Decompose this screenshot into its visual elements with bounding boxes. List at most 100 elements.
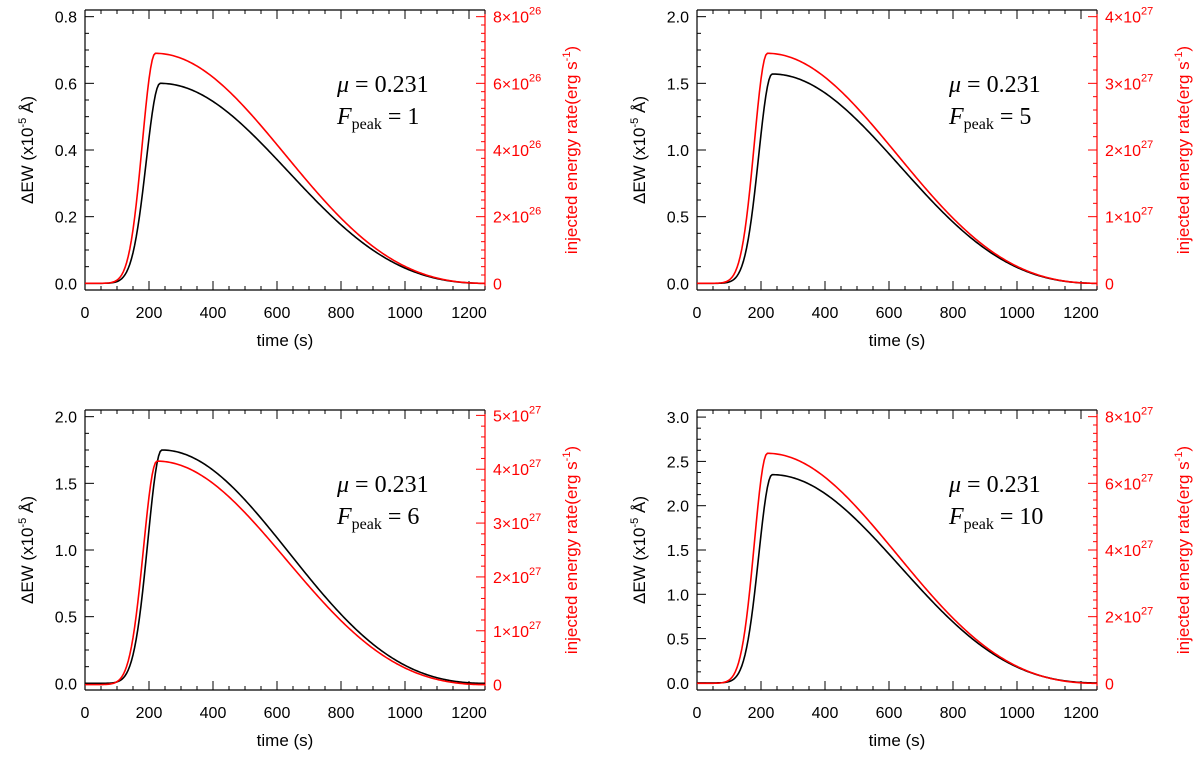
- y2-tick-label: 6×1026: [493, 72, 541, 93]
- y2-tick-label: 0: [493, 678, 502, 695]
- x-tick-label: 400: [812, 305, 839, 322]
- y2-tick-label: 3×1027: [1105, 72, 1153, 93]
- chart-panel-top-right: 0 200 400 600 800 1000 1200 0.0 0.5 1.0 1.5 2.0 0 1×1…: [629, 6, 1193, 350]
- x-tick-label: 400: [200, 305, 227, 322]
- x-tick-label: 1200: [451, 305, 487, 322]
- y2-tick-label: 0: [1105, 276, 1114, 293]
- y2-tick-label: 4×1027: [1105, 539, 1153, 560]
- y-tick-label: 1.5: [667, 543, 689, 560]
- delta-ew-series-line: [697, 73, 1097, 285]
- y-tick-label: 1.0: [55, 543, 77, 560]
- x-tick-label: 800: [940, 705, 967, 722]
- y2-tick-label: 4×1027: [493, 458, 541, 479]
- x-tick-label: 0: [81, 705, 90, 722]
- chart-panel-bottom-right: 0 200 400 600 800 1000 1200 0.0 0.5 1.0 1.5 2.0 2.5 3…: [629, 406, 1193, 750]
- y2-tick-label: 1×1027: [493, 620, 541, 641]
- x-tick-label: 600: [264, 705, 291, 722]
- y2-tick-label: 6×1027: [1105, 472, 1153, 493]
- y2-tick-label: 8×1026: [493, 6, 541, 27]
- x-tick-label: 600: [876, 705, 903, 722]
- y-tick-label: 0.0: [55, 276, 77, 293]
- x-tick-label: 1000: [387, 305, 423, 322]
- x-tick-label: 200: [136, 705, 163, 722]
- y-tick-label: 0.5: [667, 632, 689, 649]
- y-tick-label: 1.0: [667, 587, 689, 604]
- x-tick-label: 1200: [1063, 705, 1099, 722]
- y2-tick-label: 1×1027: [1105, 206, 1153, 227]
- x-tick-label: 800: [328, 305, 355, 322]
- delta-ew-series-line: [85, 82, 485, 285]
- x-tick-label: 600: [876, 305, 903, 322]
- y-tick-label: 0.5: [667, 210, 689, 227]
- y2-tick-label: 2×1026: [493, 206, 541, 227]
- y-tick-label: 2.5: [667, 454, 689, 471]
- x-tick-label: 800: [940, 305, 967, 322]
- y2-axis-label: injected energy rate(erg s-1): [1173, 446, 1193, 654]
- x-tick-label: 1200: [1063, 305, 1099, 322]
- x-tick-label: 1200: [451, 705, 487, 722]
- x-tick-label: 200: [748, 705, 775, 722]
- y-tick-label: 0.0: [55, 676, 77, 693]
- y-tick-label: 3.0: [667, 410, 689, 427]
- x-axis-label: time (s): [257, 731, 314, 750]
- x-tick-label: 400: [200, 705, 227, 722]
- y-tick-label: 0.4: [55, 143, 77, 160]
- y2-tick-label: 5×1027: [493, 404, 541, 425]
- x-tick-label: 0: [81, 305, 90, 322]
- y2-axis-label: injected energy rate(erg s-1): [1173, 46, 1193, 254]
- delta-ew-series-line: [85, 449, 485, 685]
- y2-tick-label: 8×1027: [1105, 406, 1153, 427]
- x-tick-label: 200: [748, 305, 775, 322]
- x-axis-label: time (s): [869, 331, 926, 350]
- y-axis-label: ΔEW (x10-5 Å): [629, 496, 649, 604]
- y-tick-label: 2.0: [667, 10, 689, 27]
- y2-axis-label: injected energy rate(erg s-1): [561, 446, 581, 654]
- chart-panel-top-left: 0 200 400 600 800 1000 1200 0.0 0.2 0.4 0.6 0.8 0 2×1…: [17, 6, 581, 350]
- x-tick-label: 200: [136, 305, 163, 322]
- energy-rate-series-line: [697, 452, 1097, 685]
- annotation-fpeak: Fpeak = 1: [336, 104, 419, 133]
- annotation-mu: μ = 0.231: [336, 472, 429, 498]
- y2-tick-label: 2×1027: [1105, 606, 1153, 627]
- y2-tick-label: 0: [493, 276, 502, 293]
- y-tick-label: 0.5: [55, 610, 77, 627]
- annotation-mu: μ = 0.231: [948, 472, 1041, 498]
- y2-axis-label: injected energy rate(erg s-1): [561, 46, 581, 254]
- y2-tick-label: 4×1027: [1105, 6, 1153, 27]
- annotation-fpeak: Fpeak = 6: [336, 504, 419, 533]
- x-tick-label: 1000: [999, 705, 1035, 722]
- x-axis-label: time (s): [257, 331, 314, 350]
- y2-tick-label: 4×1026: [493, 139, 541, 160]
- y-tick-label: 2.0: [667, 499, 689, 516]
- annotation-mu: μ = 0.231: [336, 72, 429, 98]
- y-tick-label: 0.2: [55, 210, 77, 227]
- annotation-fpeak: Fpeak = 5: [948, 104, 1031, 133]
- chart-panel-bottom-left: 0 200 400 600 800 1000 1200 0.0 0.5 1.0 1.5 2.0 0 1×1…: [17, 404, 581, 750]
- y-tick-label: 0.6: [55, 76, 77, 93]
- y-tick-label: 1.5: [55, 476, 77, 493]
- energy-rate-series-line: [697, 52, 1097, 285]
- y-tick-label: 2.0: [55, 410, 77, 427]
- y2-tick-label: 0: [1105, 676, 1114, 693]
- y-tick-label: 0.0: [667, 276, 689, 293]
- x-tick-label: 600: [264, 305, 291, 322]
- y-tick-label: 0.8: [55, 10, 77, 27]
- x-tick-label: 400: [812, 705, 839, 722]
- x-tick-label: 1000: [387, 705, 423, 722]
- y-tick-label: 1.5: [667, 76, 689, 93]
- x-tick-label: 1000: [999, 305, 1035, 322]
- x-tick-label: 0: [693, 305, 702, 322]
- y2-tick-label: 3×1027: [493, 512, 541, 533]
- annotation-mu: μ = 0.231: [948, 72, 1041, 98]
- y2-tick-label: 2×1027: [493, 566, 541, 587]
- y2-tick-label: 2×1027: [1105, 139, 1153, 160]
- x-axis-label: time (s): [869, 731, 926, 750]
- y-axis-label: ΔEW (x10-5 Å): [17, 496, 37, 604]
- y-tick-label: 1.0: [667, 143, 689, 160]
- annotation-fpeak: Fpeak = 10: [948, 504, 1043, 533]
- x-tick-label: 800: [328, 705, 355, 722]
- y-tick-label: 0.0: [667, 676, 689, 693]
- energy-rate-series-line: [85, 52, 485, 285]
- x-tick-label: 0: [693, 705, 702, 722]
